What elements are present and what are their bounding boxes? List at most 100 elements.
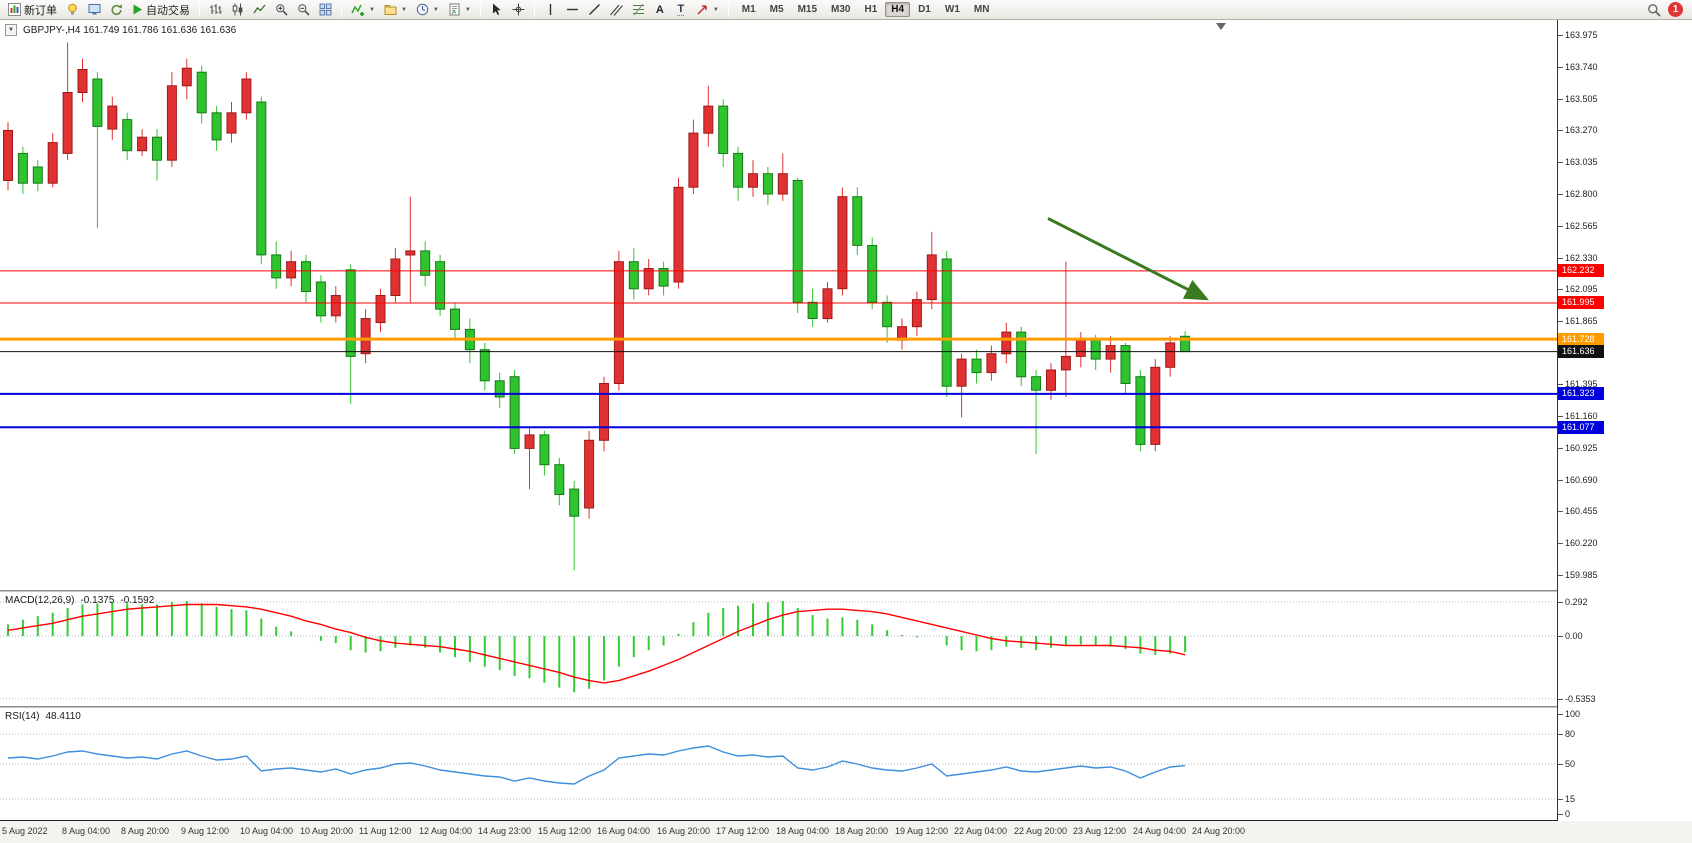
macd-axis-label: -0.5353 [1558, 694, 1596, 704]
rsi-title: RSI(14) [5, 711, 40, 722]
refresh-icon [111, 4, 122, 16]
timeframe-M1[interactable]: M1 [736, 2, 762, 17]
search-button[interactable] [1643, 1, 1665, 18]
timeframe-H4[interactable]: H4 [885, 2, 911, 17]
navigator-button[interactable] [84, 1, 105, 18]
main-chart-plot[interactable] [0, 20, 1557, 590]
auto-trading-label: 自动交易 [146, 4, 190, 17]
timeframe-D1[interactable]: D1 [912, 2, 937, 17]
time-label: 22 Aug 04:00 [954, 826, 1008, 836]
time-label: 11 Aug 12:00 [359, 826, 412, 836]
zoom-out-button[interactable] [293, 1, 314, 18]
indicators-button[interactable]: ▼ [347, 1, 379, 18]
tile-windows-button[interactable] [315, 1, 336, 18]
chart-shift-marker[interactable] [1216, 23, 1226, 30]
timeframe-H1[interactable]: H1 [858, 2, 883, 17]
refresh-button[interactable] [106, 1, 127, 18]
price-level-label[interactable]: 161.636 [1558, 345, 1604, 358]
price-level-label[interactable]: 162.232 [1558, 264, 1604, 277]
arrows-button[interactable]: ▼ [692, 1, 723, 18]
time-label: 18 Aug 04:00 [776, 826, 830, 836]
price-tick: 159.985 [1558, 570, 1598, 580]
chevron-down-icon[interactable]: ▼ [5, 24, 17, 36]
zoom-in-icon [276, 4, 288, 16]
rsi-axis-label: 15 [1557, 794, 1576, 804]
arrow-shape-icon [697, 5, 707, 15]
macd-axis-label: 0.00 [1558, 631, 1583, 641]
tile-windows-icon [319, 3, 332, 16]
vertical-line-icon [549, 4, 552, 15]
template-icon [449, 3, 460, 16]
bar-chart-button[interactable] [205, 1, 226, 18]
play-icon [133, 4, 142, 15]
time-label: 18 Aug 20:00 [835, 826, 889, 836]
timeframe-MN[interactable]: MN [968, 2, 996, 17]
rsi-axis-label: 50 [1557, 759, 1576, 769]
notification-badge[interactable]: 1 [1668, 2, 1683, 17]
price-tick: 162.095 [1558, 284, 1598, 294]
price-level-label[interactable]: 161.323 [1558, 387, 1604, 400]
price-tick: 162.330 [1558, 253, 1598, 263]
price-level-label[interactable]: 161.995 [1558, 296, 1604, 309]
annotation-arrow[interactable] [1047, 217, 1210, 301]
candlestick-chart-button[interactable] [227, 1, 248, 18]
time-label: 12 Aug 04:00 [419, 826, 473, 836]
panel-separator[interactable] [0, 590, 1692, 592]
templates-button[interactable]: ▼ [444, 1, 475, 18]
toolbar-separator [533, 2, 535, 17]
channel-icon [609, 4, 623, 16]
price-level-label[interactable]: 161.728 [1558, 333, 1604, 346]
new-order-button[interactable]: 新订单 [4, 1, 61, 18]
text-tool-button[interactable]: A [650, 1, 670, 18]
timeframe-M15[interactable]: M15 [792, 2, 823, 17]
macd-panel[interactable] [0, 592, 1557, 706]
timeframes-dropdown-button[interactable]: ▼ [412, 1, 443, 18]
text-label-button[interactable]: T [671, 1, 691, 18]
panel-separator[interactable] [0, 706, 1692, 708]
candlestick-icon [232, 3, 243, 16]
macd-main-value: -0.1375 [80, 595, 115, 606]
time-label: 22 Aug 20:00 [1014, 826, 1068, 836]
chevron-down-icon: ▼ [464, 6, 471, 13]
line-chart-button[interactable] [249, 1, 270, 18]
indicators-icon [351, 4, 364, 16]
timeframe-M30[interactable]: M30 [825, 2, 856, 17]
timeframe-W1[interactable]: W1 [939, 2, 966, 17]
toolbar-separator [479, 2, 481, 17]
time-label: 23 Aug 12:00 [1073, 826, 1127, 836]
time-axis[interactable]: 5 Aug 2022 8 Aug 04:00 8 Aug 20:00 9 Aug 12… [0, 821, 1692, 843]
price-tick: 160.220 [1558, 538, 1598, 548]
vertical-line-button[interactable] [540, 1, 561, 18]
time-label: 10 Aug 20:00 [300, 826, 354, 836]
macd-header: MACD(12,26,9) -0.1375 -0.1592 [5, 595, 154, 606]
price-tick: 163.505 [1558, 94, 1598, 104]
time-label: 19 Aug 12:00 [895, 826, 949, 836]
text-icon: A [655, 3, 664, 16]
macd-histogram [7, 601, 1187, 693]
time-label: 24 Aug 20:00 [1192, 826, 1246, 836]
channel-button[interactable] [606, 1, 627, 18]
timeframe-M5[interactable]: M5 [764, 2, 790, 17]
ohlc-bars-icon [210, 4, 222, 14]
auto-trading-button[interactable]: 自动交易 [128, 1, 194, 18]
price-tick: 160.455 [1558, 506, 1598, 516]
rsi-panel[interactable] [0, 708, 1557, 820]
macd-title: MACD(12,26,9) [5, 595, 75, 606]
trendline-button[interactable] [584, 1, 605, 18]
fibonacci-button[interactable] [628, 1, 649, 18]
price-axis[interactable]: 163.975 163.740 163.505 163.270 163.035 162.8… [1557, 20, 1692, 821]
horizontal-line-button[interactable] [562, 1, 583, 18]
main-toolbar: 新订单 自动交易 [0, 0, 1692, 20]
time-label: 15 Aug 12:00 [538, 826, 592, 836]
time-label: 10 Aug 04:00 [240, 826, 294, 836]
price-level-label[interactable]: 161.077 [1558, 421, 1604, 434]
rsi-line [7, 745, 1186, 785]
cursor-button[interactable] [486, 1, 507, 18]
market-watch-button[interactable] [62, 1, 83, 18]
zoom-in-button[interactable] [271, 1, 292, 18]
crosshair-button[interactable] [508, 1, 529, 18]
profiles-button[interactable]: ▼ [380, 1, 411, 18]
time-label: 16 Aug 04:00 [597, 826, 651, 836]
price-tick: 163.740 [1558, 62, 1598, 72]
